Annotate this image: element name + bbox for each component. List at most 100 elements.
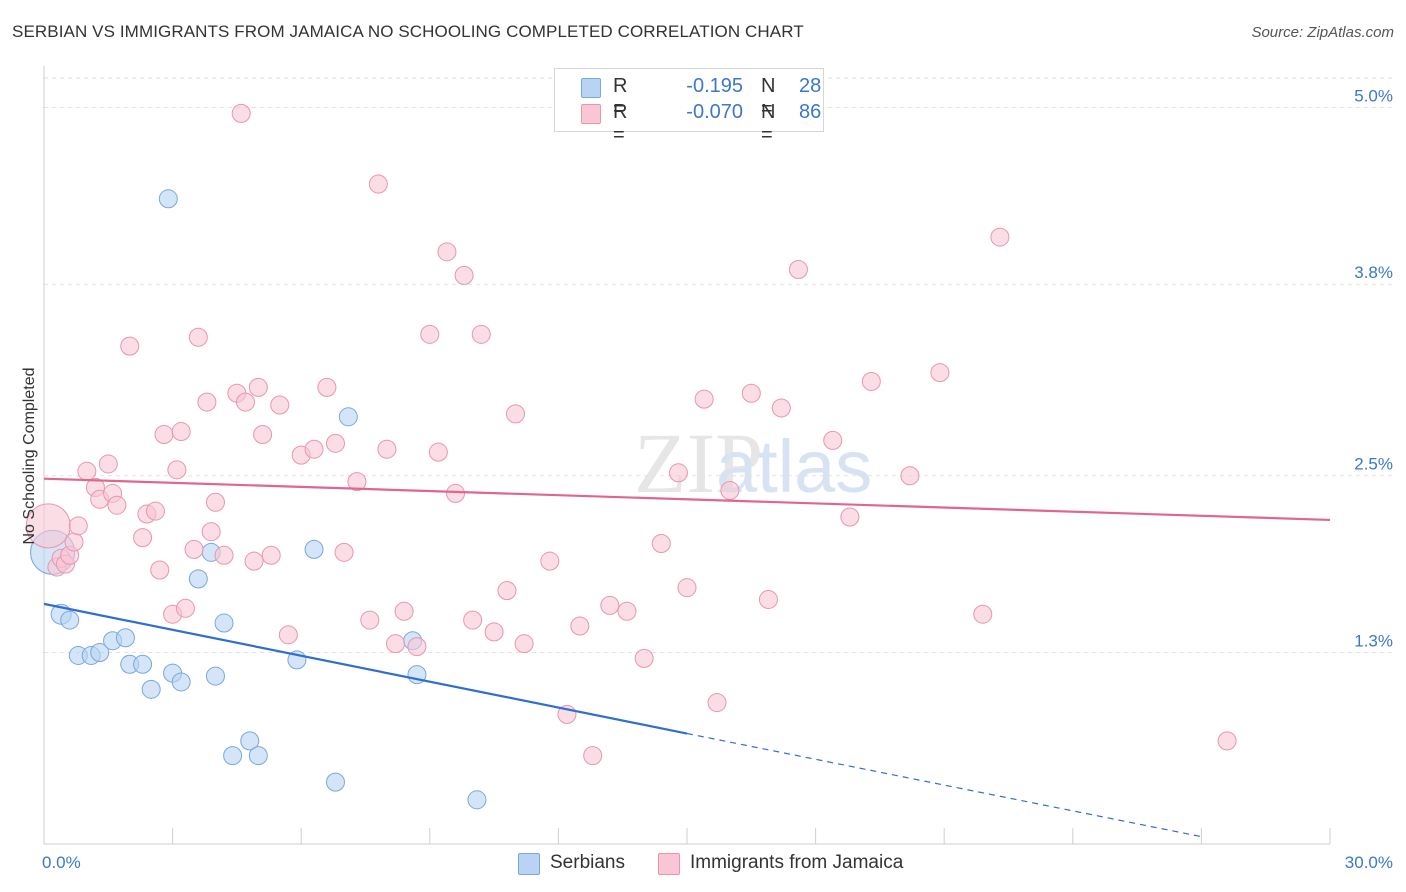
serbian-point <box>467 790 487 810</box>
jamaica-point <box>278 625 298 645</box>
serbian-point <box>205 666 225 686</box>
jamaica-point <box>471 324 491 344</box>
legend-n-label: N = <box>761 101 776 146</box>
serbian-point <box>248 746 268 766</box>
jamaica-point <box>317 377 337 397</box>
serbian-point <box>171 672 191 692</box>
jamaica-point <box>446 483 466 503</box>
serbian-point <box>60 610 80 630</box>
jamaica-point <box>514 634 534 654</box>
jamaica-point <box>823 430 843 450</box>
correlation-legend: R = -0.195 N = 28 R = -0.070 N = 86 <box>554 68 824 146</box>
jamaica-point <box>197 392 217 412</box>
jamaica-point <box>497 581 517 601</box>
source-label: Source: ZipAtlas.com <box>1251 24 1394 41</box>
jamaica-point <box>694 389 714 409</box>
jamaica-point <box>261 545 281 565</box>
jamaica-point <box>840 507 860 527</box>
watermark-zip: ZIP <box>634 415 763 511</box>
jamaica-point <box>407 637 427 657</box>
legend-r-label: R = <box>613 75 628 120</box>
jamaica-point <box>304 439 324 459</box>
jamaica-legend-label: Immigrants from Jamaica <box>690 852 904 873</box>
serbian-point <box>338 407 358 427</box>
jamaica-point <box>634 648 654 668</box>
jamaica-point <box>171 422 191 442</box>
serbians-legend-label: Serbians <box>550 852 625 873</box>
jamaica-point <box>244 551 264 571</box>
jamaica-point <box>235 392 255 412</box>
jamaica-point <box>720 480 740 500</box>
jamaica-point <box>506 404 526 424</box>
serbian-point <box>133 654 153 674</box>
jamaica-point <box>707 693 727 713</box>
jamaica-point <box>973 604 993 624</box>
jamaica-point <box>68 516 88 536</box>
jamaica-point <box>167 460 187 480</box>
jamaica-point <box>77 461 97 481</box>
jamaica-point <box>145 501 165 521</box>
jamaica-point <box>861 371 881 391</box>
jamaica-point <box>377 439 397 459</box>
y-tick-label: 3.8% <box>1354 263 1393 282</box>
serbians-swatch <box>581 78 601 98</box>
jamaica-point <box>651 533 671 553</box>
jamaica-point <box>617 601 637 621</box>
jamaica-point <box>231 103 251 123</box>
jamaica-point <box>360 610 380 630</box>
jamaica-point <box>463 610 483 630</box>
jamaica-point <box>741 383 761 403</box>
jamaica-point <box>64 532 84 552</box>
serbian-point <box>304 539 324 559</box>
y-axis-label: No Schooling Completed <box>21 368 38 545</box>
serbians-legend-swatch <box>518 853 540 875</box>
jamaica-point <box>771 398 791 418</box>
jamaica-point <box>205 492 225 512</box>
jamaica-point <box>325 433 345 453</box>
serbian-point <box>90 643 110 662</box>
x-tick-label: 30.0% <box>1345 853 1393 872</box>
serbian-point <box>214 613 234 633</box>
chart-title: SERBIAN VS IMMIGRANTS FROM JAMAICA NO SC… <box>12 22 804 41</box>
jamaica-point <box>394 601 414 621</box>
jamaica-swatch <box>581 104 601 124</box>
jamaica-point <box>133 528 153 548</box>
legend-r-label: R = <box>613 101 628 146</box>
jamaica-point <box>583 746 603 766</box>
serbian-point <box>188 569 208 589</box>
jamaica-point <box>788 260 808 279</box>
y-tick-label: 2.5% <box>1354 455 1393 474</box>
jamaica-point <box>154 424 174 444</box>
jamaica-point <box>270 395 290 415</box>
serbian-point <box>158 189 178 209</box>
jamaica-point <box>214 545 234 565</box>
jamaica-point <box>484 622 504 642</box>
jamaica-point <box>175 598 195 618</box>
jamaica-point <box>98 454 118 474</box>
legend-n-value: 28 <box>799 75 822 97</box>
jamaica-point <box>570 616 590 636</box>
jamaica-point <box>420 324 440 344</box>
x-tick-label: 0.0% <box>42 853 81 872</box>
jamaica-point <box>334 542 354 562</box>
jamaica-point <box>454 265 474 285</box>
jamaica-point <box>900 466 920 486</box>
jamaica-legend-swatch <box>658 853 680 875</box>
jamaica-point <box>668 463 688 483</box>
serbian-point <box>141 679 161 699</box>
legend-r-value: -0.195 <box>686 75 743 97</box>
legend-r-value: -0.070 <box>686 101 743 123</box>
legend-n-value: 86 <box>799 101 822 123</box>
serbian-point <box>325 772 345 792</box>
jamaica-point <box>253 424 273 444</box>
jamaica-point <box>184 539 204 559</box>
serbians-trend-extension <box>686 732 1202 838</box>
jamaica-point <box>120 336 140 356</box>
y-tick-label: 5.0% <box>1354 86 1393 105</box>
watermark-atlas: atlas <box>716 425 872 508</box>
jamaica-point <box>107 495 127 515</box>
jamaica-point <box>677 578 697 598</box>
jamaica-trend-line <box>43 477 1331 522</box>
serbian-point <box>240 731 260 751</box>
